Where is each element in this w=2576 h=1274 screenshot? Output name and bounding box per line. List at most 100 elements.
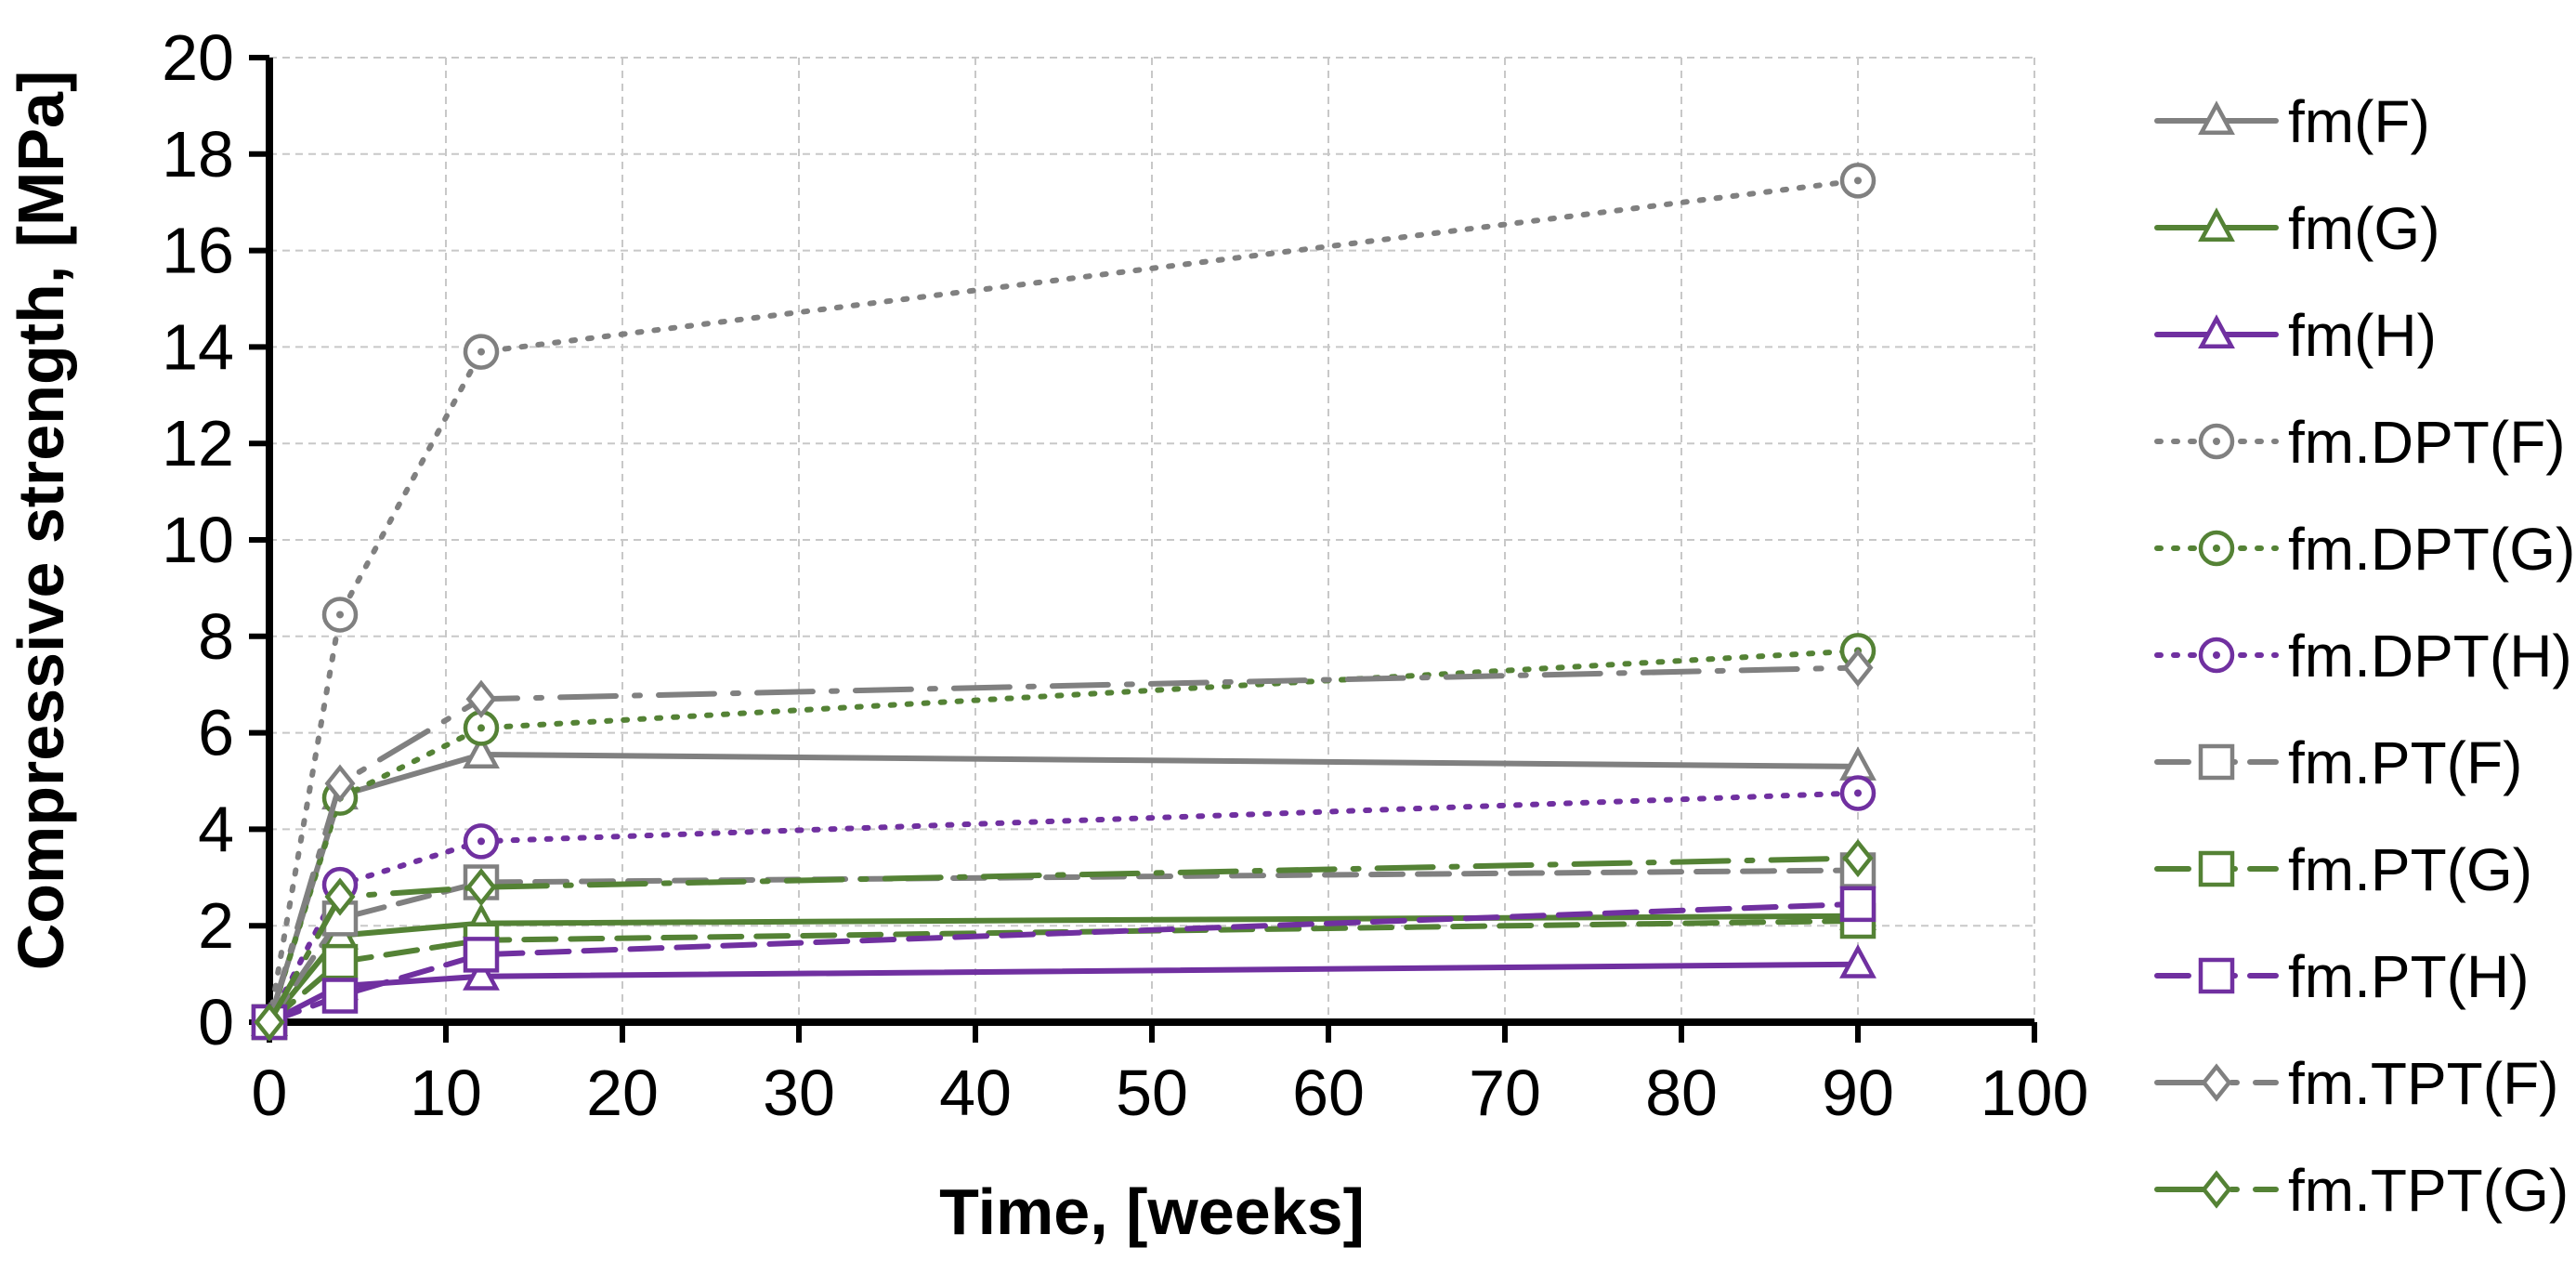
legend-label: fm.PT(G) — [2288, 836, 2532, 903]
legend-item: fm.DPT(F) — [2154, 409, 2566, 476]
data-point — [463, 955, 500, 991]
x-axis-title: Time, [weeks] — [939, 1175, 1365, 1248]
legend-item: fm.DPT(H) — [2154, 623, 2572, 690]
legend-marker — [2201, 1170, 2232, 1209]
legend-item: fm(H) — [2154, 302, 2437, 369]
legend-label: fm.PT(H) — [2288, 943, 2530, 1010]
legend-marker-dot — [2213, 545, 2220, 552]
data-point — [1839, 886, 1876, 923]
y-tick-label: 18 — [162, 118, 234, 190]
y-tick-label: 8 — [198, 600, 234, 673]
legend-label: fm.DPT(F) — [2288, 409, 2566, 476]
y-tick-label: 12 — [162, 407, 234, 479]
data-point-dot — [477, 348, 485, 356]
legend-marker — [2198, 100, 2235, 135]
axes — [249, 55, 2037, 1043]
y-tick-label: 20 — [162, 21, 234, 94]
legend-item: fm.PT(H) — [2154, 943, 2530, 1010]
x-tick-label: 30 — [763, 1057, 835, 1129]
data-point — [465, 679, 497, 718]
y-axis-title: Compressive strength, [MPa] — [5, 71, 77, 971]
y-tick-label: 0 — [198, 986, 234, 1058]
data-point-dot — [477, 837, 485, 846]
legend-marker — [2198, 530, 2235, 567]
data-point — [324, 764, 356, 803]
data-point — [1839, 944, 1876, 978]
x-tick-label: 90 — [1822, 1057, 1894, 1129]
legend-marker — [2198, 850, 2235, 887]
data-point — [1842, 648, 1874, 688]
legend-label: fm(F) — [2288, 88, 2430, 155]
legend-label: fm(H) — [2288, 302, 2437, 369]
legend: fm(F) fm(G) fm(H) fm.DPT(F) fm.DPT(G) fm.DPT(… — [2154, 88, 2575, 1224]
data-point — [324, 877, 356, 916]
y-tick-label: 14 — [162, 310, 234, 383]
y-tick-label: 2 — [198, 889, 234, 962]
series-fm.PT(H) — [251, 886, 1876, 1041]
x-tick-label: 20 — [586, 1057, 659, 1129]
legend-label: fm.TPT(G) — [2288, 1157, 2569, 1224]
legend-item: fm.PT(G) — [2154, 836, 2532, 903]
legend-item: fm(F) — [2154, 88, 2430, 155]
x-tick-label: 70 — [1469, 1057, 1541, 1129]
data-point — [321, 978, 359, 1014]
legend-item: fm.DPT(G) — [2154, 516, 2575, 583]
series-fm.DPT(F) — [251, 163, 1876, 1041]
legend-item: fm.PT(F) — [2154, 729, 2522, 796]
tick-labels: 0 2 4 6 8 10 12 14 16 18 20 0 10 20 30 40 50 60 70 80 90 100 — [162, 21, 2088, 1129]
data-point — [321, 597, 359, 633]
x-tick-label: 80 — [1645, 1057, 1718, 1129]
series-line — [267, 918, 1861, 1025]
y-tick-label: 10 — [162, 504, 234, 576]
legend-item: fm(G) — [2154, 195, 2440, 262]
data-point — [465, 868, 497, 907]
legend-marker — [2198, 207, 2235, 242]
legend-item: fm.TPT(F) — [2154, 1050, 2558, 1117]
legend-label: fm.PT(F) — [2288, 729, 2522, 796]
series-line — [267, 867, 1861, 1025]
y-tick-label: 4 — [198, 793, 234, 865]
data-point — [463, 937, 500, 973]
legend-item: fm.TPT(G) — [2154, 1157, 2569, 1224]
x-tick-label: 60 — [1292, 1057, 1365, 1129]
x-tick-label: 40 — [939, 1057, 1012, 1129]
series-line — [267, 900, 1861, 1025]
data-point — [1839, 163, 1876, 199]
data-point — [1839, 775, 1876, 811]
data-point — [463, 334, 500, 370]
grid — [269, 57, 2035, 1022]
data-point — [463, 734, 500, 768]
data-point — [254, 1003, 285, 1042]
x-tick-label: 0 — [252, 1057, 288, 1129]
legend-marker — [2201, 1063, 2232, 1102]
data-point-dot — [477, 724, 485, 732]
series-line — [267, 855, 1861, 1025]
legend-marker — [2198, 637, 2235, 674]
legend-marker — [2198, 743, 2235, 781]
series-line — [267, 177, 1861, 1025]
legend-label: fm.TPT(F) — [2288, 1050, 2558, 1117]
legend-label: fm(G) — [2288, 195, 2440, 262]
data-point — [463, 823, 500, 860]
data-point-dot — [1854, 177, 1862, 185]
series-line — [267, 790, 1861, 1025]
data-point-dot — [1854, 789, 1862, 797]
series-line — [267, 913, 1861, 1025]
legend-marker — [2198, 314, 2235, 348]
data-point — [1842, 838, 1874, 878]
series-layer — [251, 163, 1876, 1042]
legend-label: fm.DPT(H) — [2288, 623, 2572, 690]
series-fm.DPT(H) — [251, 775, 1876, 1041]
legend-marker-dot — [2213, 438, 2220, 445]
series-line — [267, 961, 1861, 1025]
legend-marker-dot — [2213, 651, 2220, 659]
y-tick-label: 16 — [162, 215, 234, 287]
series-fm.TPT(F) — [254, 648, 1874, 1042]
x-tick-label: 100 — [1981, 1057, 2089, 1129]
x-tick-label: 50 — [1116, 1057, 1188, 1129]
x-tick-label: 10 — [410, 1057, 482, 1129]
data-point-dot — [336, 611, 344, 619]
data-point — [321, 943, 359, 980]
series-line — [267, 664, 1861, 1025]
